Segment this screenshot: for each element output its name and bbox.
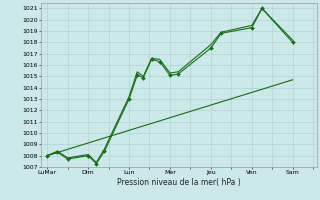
X-axis label: Pression niveau de la mer( hPa ): Pression niveau de la mer( hPa )	[117, 178, 241, 187]
